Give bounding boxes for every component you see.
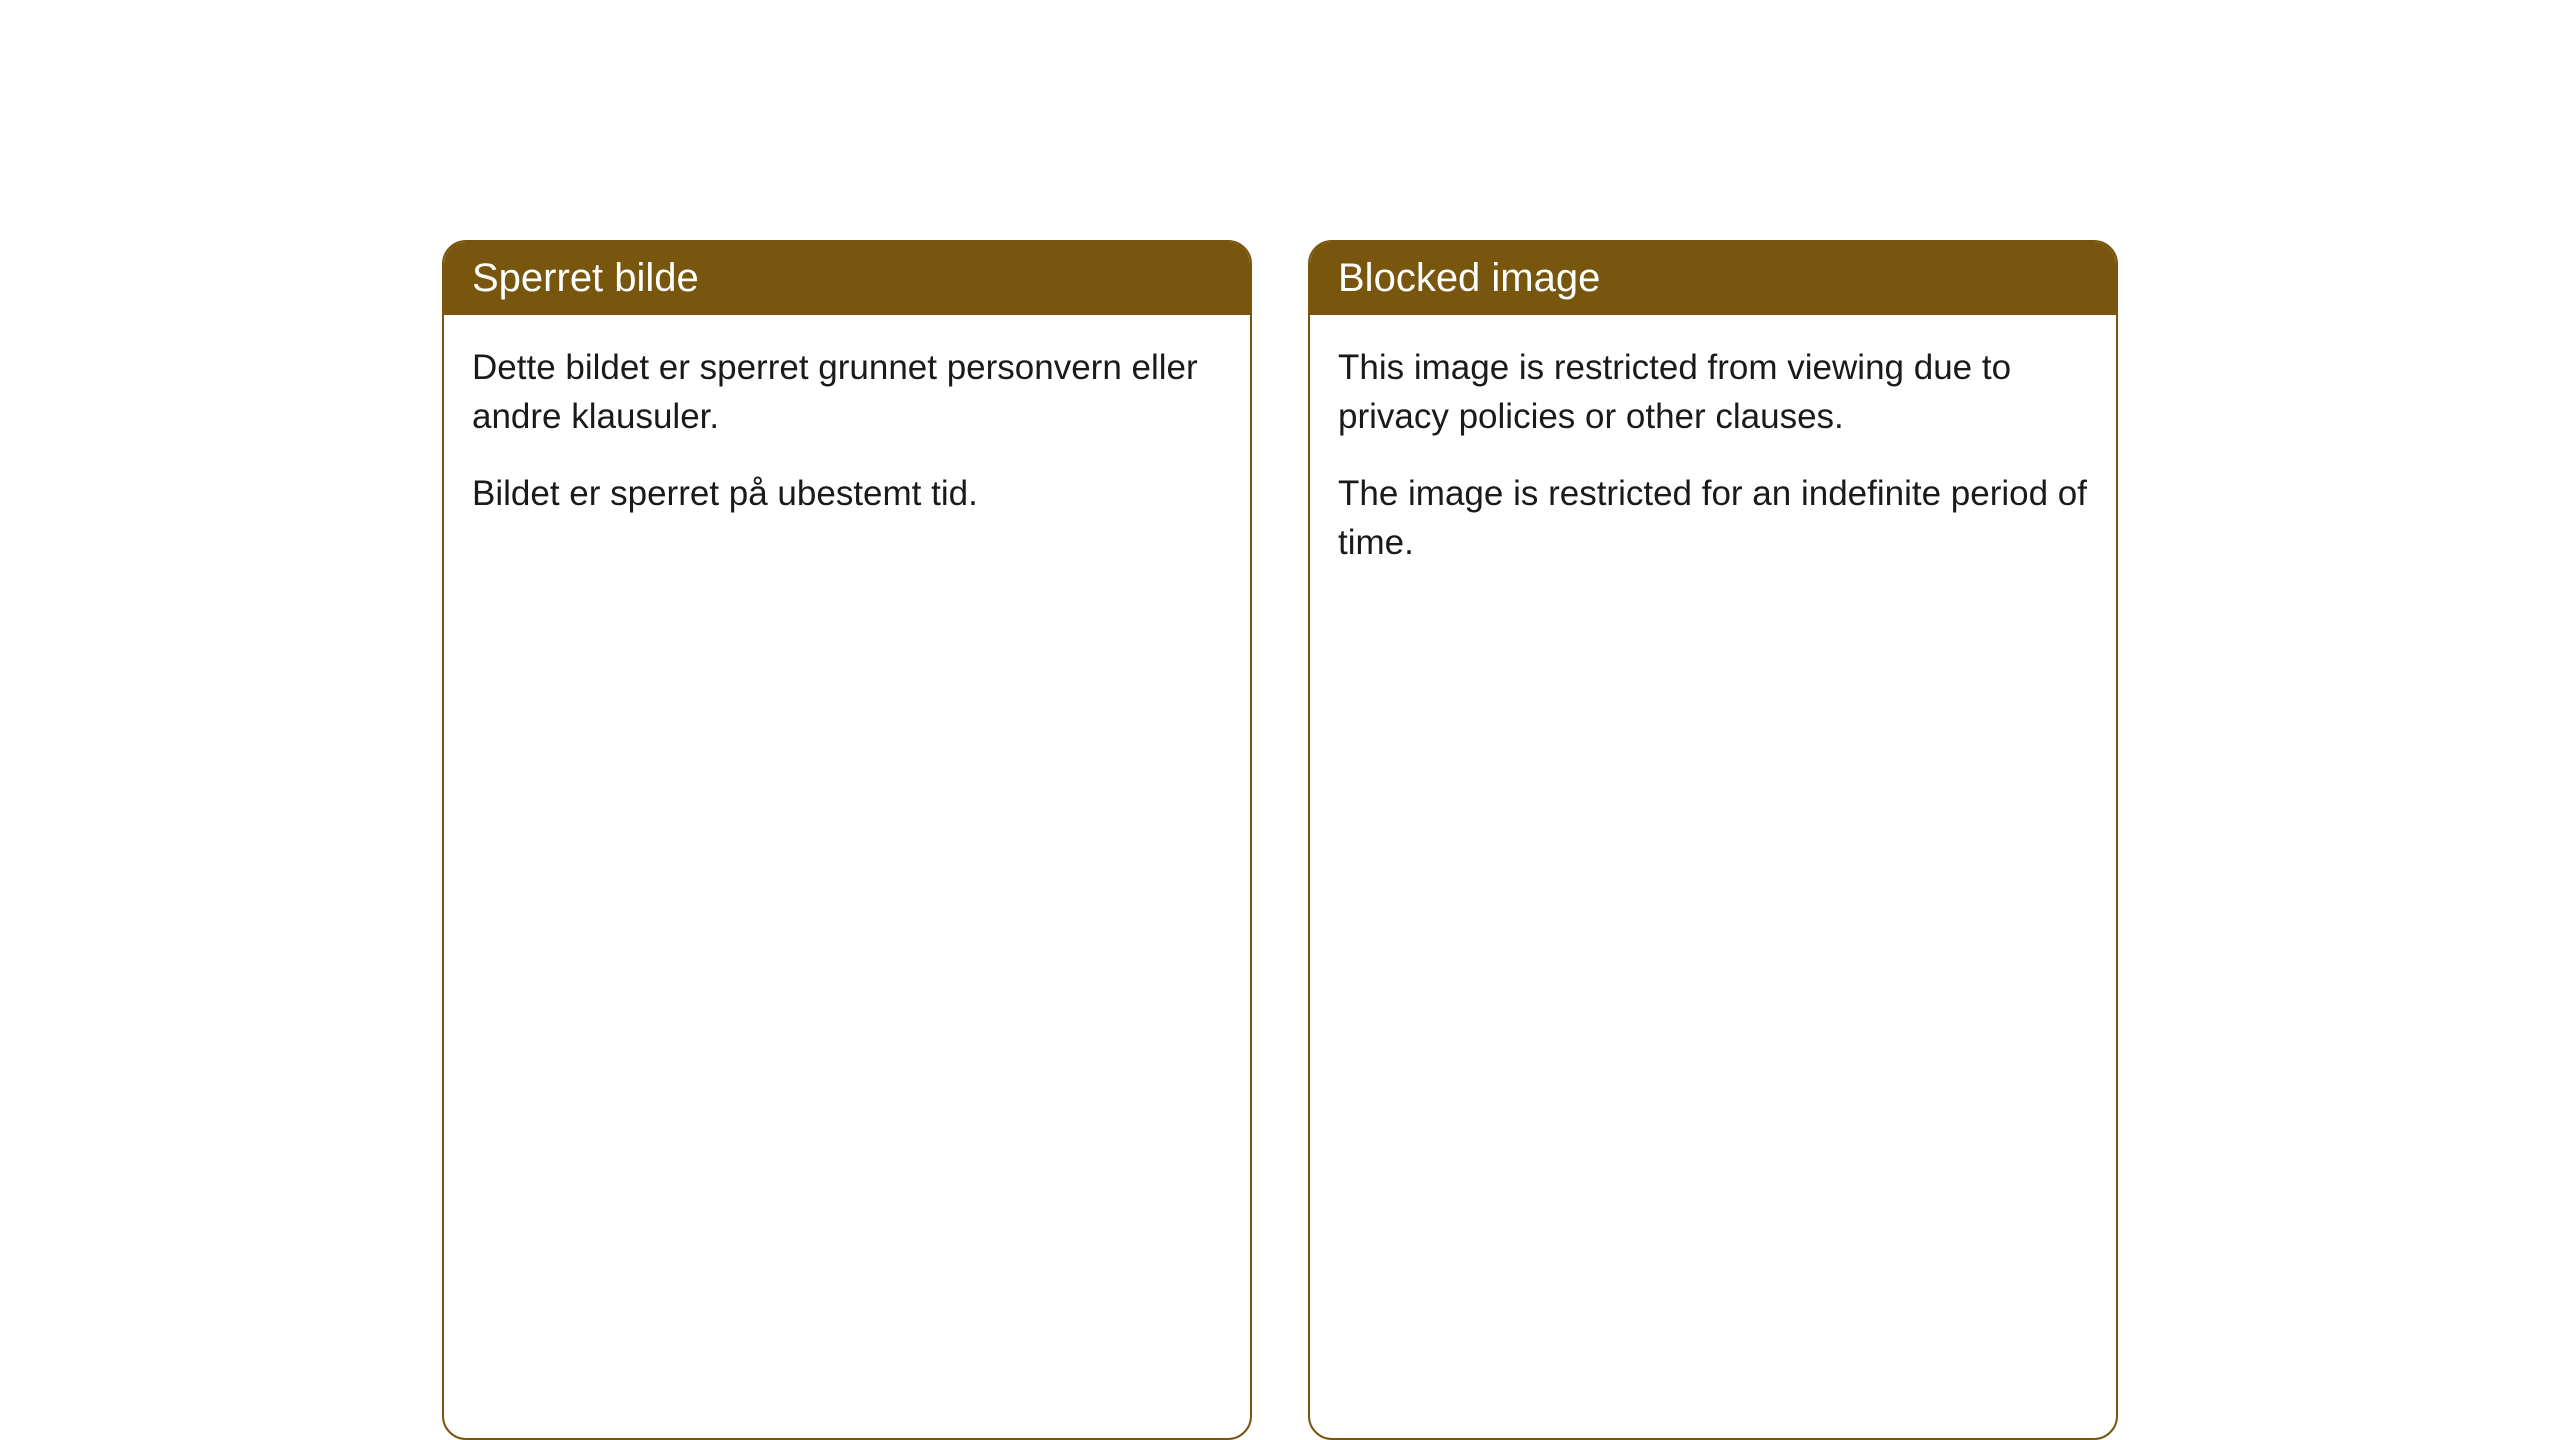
card-paragraph: Bildet er sperret på ubestemt tid. bbox=[472, 469, 1222, 518]
card-title: Sperret bilde bbox=[472, 256, 699, 300]
card-title: Blocked image bbox=[1338, 256, 1600, 300]
cards-container: Sperret bilde Dette bildet er sperret gr… bbox=[442, 240, 2118, 1440]
card-paragraph: Dette bildet er sperret grunnet personve… bbox=[472, 343, 1222, 441]
card-paragraph: The image is restricted for an indefinit… bbox=[1338, 469, 2088, 567]
blocked-image-card-no: Sperret bilde Dette bildet er sperret gr… bbox=[442, 240, 1252, 1440]
card-body: This image is restricted from viewing du… bbox=[1310, 315, 2116, 609]
blocked-image-card-en: Blocked image This image is restricted f… bbox=[1308, 240, 2118, 1440]
card-paragraph: This image is restricted from viewing du… bbox=[1338, 343, 2088, 441]
card-body: Dette bildet er sperret grunnet personve… bbox=[444, 315, 1250, 560]
card-header: Blocked image bbox=[1310, 242, 2116, 315]
card-header: Sperret bilde bbox=[444, 242, 1250, 315]
